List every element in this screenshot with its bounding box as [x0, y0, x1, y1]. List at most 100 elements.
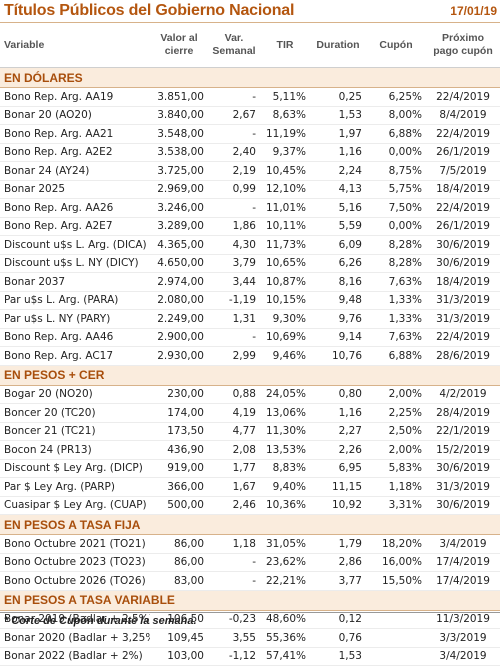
cell-valor: 3.538,00 — [150, 143, 208, 162]
cell-cupon: 6,88% — [366, 124, 426, 144]
cell-cupon: 1,33% — [366, 309, 426, 329]
table-row: Bono Octubre 2023 (TO23) 86,00-23,62% 2,86… — [0, 553, 500, 572]
section-title: EN DÓLARES — [0, 67, 500, 88]
table-row: Bocon 24 (PR13) 436,90 2,08 13,53% 2,26 2,00%… — [0, 440, 500, 460]
cell-variable: Bono Rep. Arg. AA21 — [0, 124, 150, 144]
cell-duration: 0,12 — [310, 610, 366, 629]
cell-variable: Bocon 24 (PR13) — [0, 440, 150, 460]
cell-duration: 8,16 — [310, 272, 366, 292]
cell-duration: 2,27 — [310, 422, 366, 441]
cell-var-semanal: 1,67 — [208, 477, 260, 497]
cell-cupon: 15,50% — [366, 571, 426, 591]
cell-proximo-pago: 4/2/2019 — [426, 385, 500, 404]
table-row: Bono Rep. Arg. AA26 3.246,00-11,01% 5,16 7,… — [0, 198, 500, 218]
cell-tir: 31,05% — [260, 534, 310, 554]
cell-valor: 83,00 — [150, 571, 208, 591]
col-header-var: Var. Semanal — [208, 23, 260, 68]
cell-proximo-pago: 7/5/2019 — [426, 161, 500, 181]
cell-proximo-pago: 11/3/2019 — [426, 610, 500, 629]
cell-proximo-pago: 31/3/2019 — [426, 477, 500, 497]
cell-cupon: 2,50% — [366, 422, 426, 441]
cell-proximo-pago: 30/6/2019 — [426, 496, 500, 515]
cell-cupon — [366, 647, 426, 666]
table-body: EN DÓLARES Bono Rep. Arg. AA19 3.851,00-5,… — [0, 67, 500, 666]
cell-variable: Bono Rep. Arg. A2E7 — [0, 217, 150, 236]
cell-proximo-pago: 3/4/2019 — [426, 534, 500, 554]
cell-duration: 0,25 — [310, 87, 366, 107]
cell-var-semanal: 1,86 — [208, 217, 260, 236]
cell-tir: 9,40% — [260, 477, 310, 497]
cell-cupon: 5,75% — [366, 180, 426, 199]
cell-duration: 1,53 — [310, 647, 366, 666]
cell-duration: 11,15 — [310, 477, 366, 497]
cell-variable: Bonar 2020 (Badlar + 3,25% — [0, 628, 150, 648]
cell-tir: 24,05% — [260, 385, 310, 404]
col-header-valor: Valor al cierre — [150, 23, 208, 68]
cell-valor: 106,50 — [150, 610, 208, 629]
cell-cupon: 6,88% — [366, 346, 426, 366]
cell-variable: Bonar 2037 — [0, 272, 150, 292]
cell-tir: 10,45% — [260, 161, 310, 181]
cell-duration: 2,24 — [310, 161, 366, 181]
cell-cupon: 0,00% — [366, 217, 426, 236]
cell-valor: 2.249,00 — [150, 309, 208, 329]
cell-valor: 3.289,00 — [150, 217, 208, 236]
cell-tir: 10,11% — [260, 217, 310, 236]
cell-valor: 86,00 — [150, 534, 208, 554]
cell-valor: 3.851,00 — [150, 87, 208, 107]
cell-variable: Discount $ Ley Arg. (DICP) — [0, 459, 150, 478]
col-header-tir: TIR — [260, 23, 310, 68]
cell-var-semanal: 1,18 — [208, 534, 260, 554]
cell-tir: 8,83% — [260, 459, 310, 478]
cell-cupon: 18,20% — [366, 534, 426, 554]
cell-cupon — [366, 610, 426, 629]
cell-cupon: 5,83% — [366, 459, 426, 478]
section-title: EN PESOS + CER — [0, 364, 500, 386]
cell-variable: Bono Octubre 2023 (TO23) — [0, 553, 150, 572]
cell-valor: 2.900,00 — [150, 328, 208, 347]
cell-proximo-pago: 15/2/2019 — [426, 440, 500, 460]
cell-var-semanal: 3,79 — [208, 254, 260, 273]
cell-proximo-pago: 18/4/2019 — [426, 272, 500, 292]
cell-proximo-pago: 28/4/2019 — [426, 403, 500, 423]
cell-duration: 1,79 — [310, 534, 366, 554]
cell-cupon: 2,25% — [366, 403, 426, 423]
cell-var-semanal: - — [208, 553, 260, 572]
cell-var-semanal: 4,19 — [208, 403, 260, 423]
cell-duration: 2,86 — [310, 553, 366, 572]
cell-tir: 10,15% — [260, 291, 310, 310]
cell-tir: 13,06% — [260, 403, 310, 423]
cell-duration: 6,09 — [310, 235, 366, 255]
table-row: Bono Rep. Arg. A2E7 3.289,00 1,86 10,11% 5,5… — [0, 217, 500, 236]
cell-cupon: 16,00% — [366, 553, 426, 572]
cell-valor: 173,50 — [150, 422, 208, 441]
cell-proximo-pago: 17/4/2019 — [426, 553, 500, 572]
cell-proximo-pago: 22/4/2019 — [426, 124, 500, 144]
cell-tir: 9,30% — [260, 309, 310, 329]
cell-var-semanal: 2,99 — [208, 346, 260, 366]
table-header-row: Variable Valor al cierre Var. Semanal TIR … — [0, 23, 500, 68]
cell-var-semanal: - — [208, 571, 260, 591]
cell-tir: 10,65% — [260, 254, 310, 273]
cell-variable: Par u$s L. NY (PARY) — [0, 309, 150, 329]
cell-duration: 10,92 — [310, 496, 366, 515]
cell-valor: 3.725,00 — [150, 161, 208, 181]
cell-proximo-pago: 31/3/2019 — [426, 291, 500, 310]
cell-tir: 55,36% — [260, 628, 310, 648]
cell-proximo-pago: 8/4/2019 — [426, 106, 500, 125]
cell-variable: Bonar 2025 — [0, 180, 150, 199]
table-row: Bono Rep. Arg. AA19 3.851,00-5,11% 0,25 6,2… — [0, 87, 500, 107]
cell-tir: 10,87% — [260, 272, 310, 292]
cell-var-semanal: 2,08 — [208, 440, 260, 460]
cell-duration: 6,95 — [310, 459, 366, 478]
cell-cupon: 8,28% — [366, 254, 426, 273]
page-title: Títulos Públicos del Gobierno Nacional — [4, 2, 295, 19]
cell-var-semanal: 4,30 — [208, 235, 260, 255]
cell-tir: 9,46% — [260, 346, 310, 366]
cell-tir: 5,11% — [260, 87, 310, 107]
cell-var-semanal: - — [208, 328, 260, 347]
cell-variable: Par u$s L. Arg. (PARA) — [0, 291, 150, 310]
cell-cupon: 7,50% — [366, 198, 426, 218]
cell-duration: 1,16 — [310, 143, 366, 162]
cell-proximo-pago: 3/4/2019 — [426, 647, 500, 666]
